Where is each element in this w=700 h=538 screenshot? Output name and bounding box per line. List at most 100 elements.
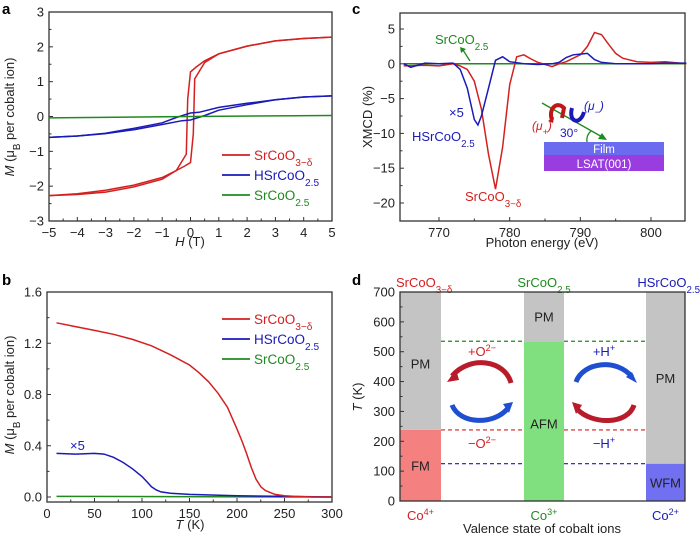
phase-label-wfm: WFM (650, 475, 681, 490)
x-axis-label-b: T (K) (176, 517, 205, 532)
annotation-srcoo3d-c: SrCoO3−δ (465, 189, 522, 210)
panel-a-legend-label: SrCoO2.5 (254, 188, 310, 209)
panel-c-xtick-label: 780 (499, 225, 521, 240)
arrow-remove-hydrogen-icon-head (572, 402, 582, 414)
annotation-x5-b: ×5 (70, 438, 85, 453)
phase-label-fm: FM (411, 458, 430, 473)
panel-d-ytick-label: 700 (373, 285, 395, 300)
panel-b-xtick-label: 100 (131, 506, 153, 521)
column-valence-label: Co2+ (652, 507, 679, 523)
arrow-add-hydrogen-icon (573, 362, 634, 384)
phase-region-fm (400, 429, 441, 501)
panel-b-xtick-label: 300 (321, 506, 343, 521)
panel-d-ytick-label: 200 (373, 434, 395, 449)
panel-a-xtick-label: −1 (155, 225, 170, 240)
column-compound-label: SrCoO2.5 (517, 275, 571, 296)
y-axis-label-a: M (μB per cobalt ion) (2, 58, 23, 177)
mu-plus-label: (μ+) (532, 119, 552, 137)
annotation-x5-c: ×5 (449, 105, 464, 120)
substrate-label: LSAT(001) (577, 159, 632, 171)
panel-b-ytick-label: 1.6 (24, 285, 42, 300)
panel-letter-d: d (352, 272, 361, 289)
annotation-arrow-c (462, 49, 471, 62)
panel-b-legend-label: HSrCoO2.5 (254, 332, 319, 353)
panel-c-ytick-label: −10 (373, 126, 395, 141)
mu-minus-label: (μ−) (584, 99, 604, 117)
substrate-layer (544, 155, 664, 171)
y-axis-label-b: M (μB per cobalt ion) (2, 336, 23, 455)
panel-b-xtick-label: 0 (43, 506, 50, 521)
panel-a-ytick-label: −3 (29, 214, 44, 229)
panel-a-xtick-label: −2 (126, 225, 141, 240)
panel-b-ytick-label: 0.8 (24, 387, 42, 402)
column-compound-label: HSrCoO2.5 (637, 275, 700, 296)
beam-arrowhead (598, 133, 607, 140)
panel-c-ytick-label: −5 (380, 91, 395, 106)
annotation-hsrcoo25-c: HSrCoO2.5 (412, 129, 475, 150)
panel-d-ytick-label: 500 (373, 344, 395, 359)
panel-a-xtick-label: −3 (98, 225, 113, 240)
series-line-a (48, 95, 333, 139)
panel-a-ytick-label: −1 (29, 144, 44, 159)
panel-a-xtick-label: 0 (187, 225, 194, 240)
x-axis-label-a: H (T) (175, 234, 205, 249)
panel-d-ytick-label: 0 (388, 494, 395, 509)
panel-c: c 770 780 790 800 −20 −15 −10 −5 0 5 SrCoO2.5 ×5 HSrC… (352, 1, 687, 250)
mu-plus-arrow-icon (548, 117, 554, 123)
panel-letter-a: a (2, 1, 11, 18)
panel-a-ytick-label: 1 (37, 74, 44, 89)
arrow-add-oxygen-icon (450, 360, 514, 384)
label-add-hydrogen: +H+ (593, 343, 615, 359)
angle-arc (586, 130, 592, 143)
phase-region-pm (524, 292, 564, 342)
y-axis-label-d: T (K) (350, 383, 365, 412)
film-label: Film (593, 144, 615, 156)
panel-c-xtick-label: 770 (428, 225, 450, 240)
column-compound-label: SrCoO3−δ (396, 275, 453, 296)
panel-b-ytick-label: 0.4 (24, 438, 42, 453)
panel-c-frame (399, 12, 686, 222)
panel-b-ytick-label: 0.0 (24, 490, 42, 505)
arrow-add-oxygen-icon-head (447, 369, 459, 382)
phase-label-pm: PM (656, 371, 676, 386)
series-line-a (48, 36, 333, 197)
panel-c-ytick-label: −15 (373, 161, 395, 176)
label-remove-hydrogen: −H+ (593, 435, 615, 451)
panel-a-xtick-label: −5 (42, 225, 57, 240)
panel-c-xtick-label: 800 (640, 225, 662, 240)
panel-b-ytick-label: 1.2 (24, 336, 42, 351)
panel-a-xtick-label: 1 (215, 225, 222, 240)
panel-d-ytick-label: 300 (373, 404, 395, 419)
series-line-b (56, 452, 333, 498)
panel-c-ytick-label: 5 (388, 22, 395, 37)
phase-label-afm: AFM (530, 416, 557, 431)
panel-a-xtick-label: 3 (272, 225, 279, 240)
x-axis-label-c: Photon energy (eV) (486, 235, 599, 250)
arrow-remove-oxygen-icon-head (503, 402, 513, 413)
panel-b-xtick-label: 50 (87, 506, 101, 521)
column-valence-label: Co4+ (407, 507, 434, 523)
panel-a-xtick-label: 5 (328, 225, 335, 240)
y-axis-label-c: XMCD (%) (360, 86, 375, 148)
annotation-srcoo25-c: SrCoO2.5 (435, 32, 489, 53)
phase-region-wfm (646, 463, 685, 501)
panel-b: b 0 50 100 150 200 250 300 0.0 0.4 0.8 1.2 1.6 ×5 SrCo… (2, 272, 343, 532)
film-layer (544, 142, 664, 155)
panel-d-ytick-label: 400 (373, 374, 395, 389)
panel-letter-c: c (352, 1, 360, 18)
panel-a-ytick-label: 0 (37, 109, 44, 124)
panel-c-ytick-label: −20 (373, 196, 395, 211)
x-axis-label-d: Valence state of cobalt ions (463, 521, 622, 536)
panel-a: a −5 −4 −3 −2 −1 0 1 2 3 4 5 −3 −2 −1 0 1 2 3 SrCoO3−δHSrCo… (2, 1, 336, 249)
arrow-remove-oxygen-icon (449, 403, 510, 423)
panel-c-ytick-label: 0 (388, 56, 395, 71)
label-add-oxygen: +O2− (468, 343, 496, 359)
mu-plus-helix-icon (549, 103, 567, 121)
panel-b-legend-label: SrCoO3−δ (254, 312, 313, 333)
mu-minus-helix-icon (569, 107, 586, 123)
panel-d-ytick-label: 600 (373, 314, 395, 329)
panel-b-legend-label: SrCoO2.5 (254, 352, 310, 373)
arrow-add-hydrogen-icon-head (626, 372, 637, 383)
panel-c-xtick-label: 790 (569, 225, 591, 240)
